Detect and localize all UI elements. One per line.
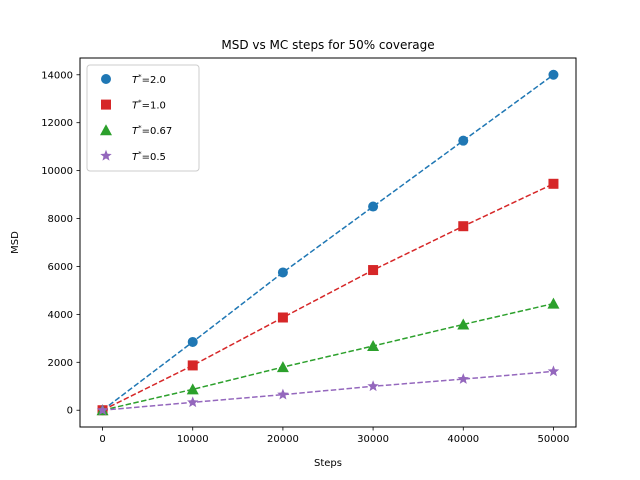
data-point-series-1 — [458, 221, 469, 232]
legend-label-symbol: T — [132, 126, 139, 137]
x-axis-label: Steps — [314, 458, 342, 469]
data-point-series-0 — [548, 69, 559, 80]
legend-label-value: =0.67 — [142, 126, 173, 137]
x-axis-ticks: 0 10000 20000 30000 40000 50000 — [99, 427, 569, 445]
data-point-series-0 — [277, 267, 288, 278]
x-tick-label: 20000 — [267, 434, 299, 445]
fit-line-series-0 — [102, 74, 554, 411]
data-point-series-3 — [547, 365, 560, 377]
legend-label-symbol: T — [132, 101, 139, 112]
y-tick-label: 2000 — [48, 358, 73, 369]
y-tick-label: 14000 — [41, 70, 73, 81]
y-axis-ticks: 0 2000 4000 6000 8000 10000 12000 14000 — [41, 70, 80, 417]
data-point-series-0 — [187, 336, 198, 347]
legend-marker — [100, 124, 112, 136]
fit-line-series-3 — [102, 370, 554, 411]
data-point-series-3 — [277, 388, 289, 400]
legend-label-value: =2.0 — [142, 75, 166, 86]
x-tick-label: 0 — [99, 434, 105, 445]
data-point-series-1 — [368, 265, 379, 276]
data-point-series-2 — [457, 318, 470, 330]
legend-label: T*=0.5 — [132, 150, 166, 163]
y-tick-label: 0 — [67, 406, 73, 417]
fit-lines — [102, 74, 554, 411]
data-points — [96, 69, 560, 416]
data-point-series-2 — [276, 361, 289, 373]
y-tick-label: 4000 — [48, 310, 73, 321]
chart-title: MSD vs MC steps for 50% coverage — [221, 38, 434, 52]
legend-label-superscript: * — [138, 124, 142, 132]
data-point-series-1 — [548, 178, 559, 189]
y-tick-label: 8000 — [48, 214, 73, 225]
fit-line-series-1 — [102, 183, 554, 411]
x-tick-label: 30000 — [357, 434, 389, 445]
data-point-series-0 — [368, 201, 379, 212]
legend-label-symbol: T — [132, 75, 139, 86]
legend: T*=2.0T*=1.0T*=0.67T*=0.5 — [86, 64, 200, 172]
data-point-series-3 — [457, 373, 469, 384]
data-point-series-3 — [96, 404, 109, 416]
legend-marker — [100, 149, 112, 161]
plot-frame — [79, 57, 577, 428]
data-point-series-3 — [367, 380, 379, 392]
y-tick-label: 6000 — [48, 262, 73, 273]
fit-line-series-2 — [102, 302, 554, 411]
data-point-series-0 — [458, 135, 469, 146]
data-point-series-2 — [367, 340, 380, 352]
legend-label-superscript: * — [138, 73, 142, 81]
x-tick-label: 50000 — [538, 434, 570, 445]
y-tick-label: 10000 — [41, 166, 73, 177]
data-point-series-2 — [186, 383, 199, 395]
legend-marker — [101, 99, 111, 110]
legend-label-superscript: * — [138, 99, 142, 107]
legend-label-value: =0.5 — [142, 152, 166, 163]
legend-label: T*=1.0 — [132, 99, 166, 112]
y-axis-label: MSD — [10, 231, 21, 254]
data-point-series-3 — [187, 396, 199, 408]
data-point-series-1 — [277, 312, 288, 323]
x-tick-label: 10000 — [177, 434, 209, 445]
legend-label: T*=2.0 — [132, 73, 166, 86]
data-point-series-2 — [547, 297, 560, 309]
legend-label-symbol: T — [132, 152, 139, 163]
x-tick-label: 40000 — [447, 434, 479, 445]
legend-label-value: =1.0 — [142, 101, 166, 112]
legend-marker — [101, 74, 111, 84]
legend-label: T*=0.67 — [132, 124, 172, 137]
y-tick-label: 12000 — [41, 118, 73, 129]
legend-label-superscript: * — [138, 150, 142, 158]
data-point-series-1 — [187, 360, 198, 371]
legend-box — [86, 64, 200, 172]
